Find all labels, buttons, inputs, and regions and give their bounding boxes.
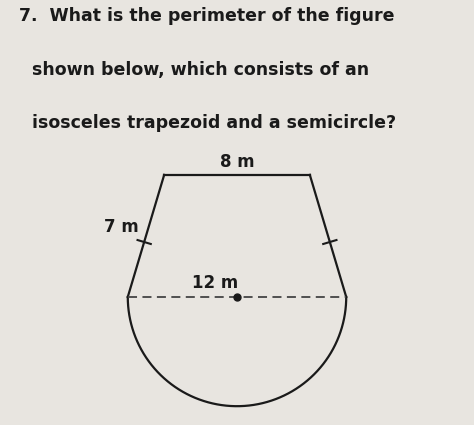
Text: 12 m: 12 m — [192, 274, 238, 292]
Text: 7 m: 7 m — [104, 218, 139, 236]
Text: isosceles trapezoid and a semicircle?: isosceles trapezoid and a semicircle? — [32, 114, 396, 132]
Text: shown below, which consists of an: shown below, which consists of an — [32, 61, 369, 79]
Text: 8 m: 8 m — [219, 153, 255, 171]
Text: 7.  What is the perimeter of the figure: 7. What is the perimeter of the figure — [18, 7, 394, 25]
